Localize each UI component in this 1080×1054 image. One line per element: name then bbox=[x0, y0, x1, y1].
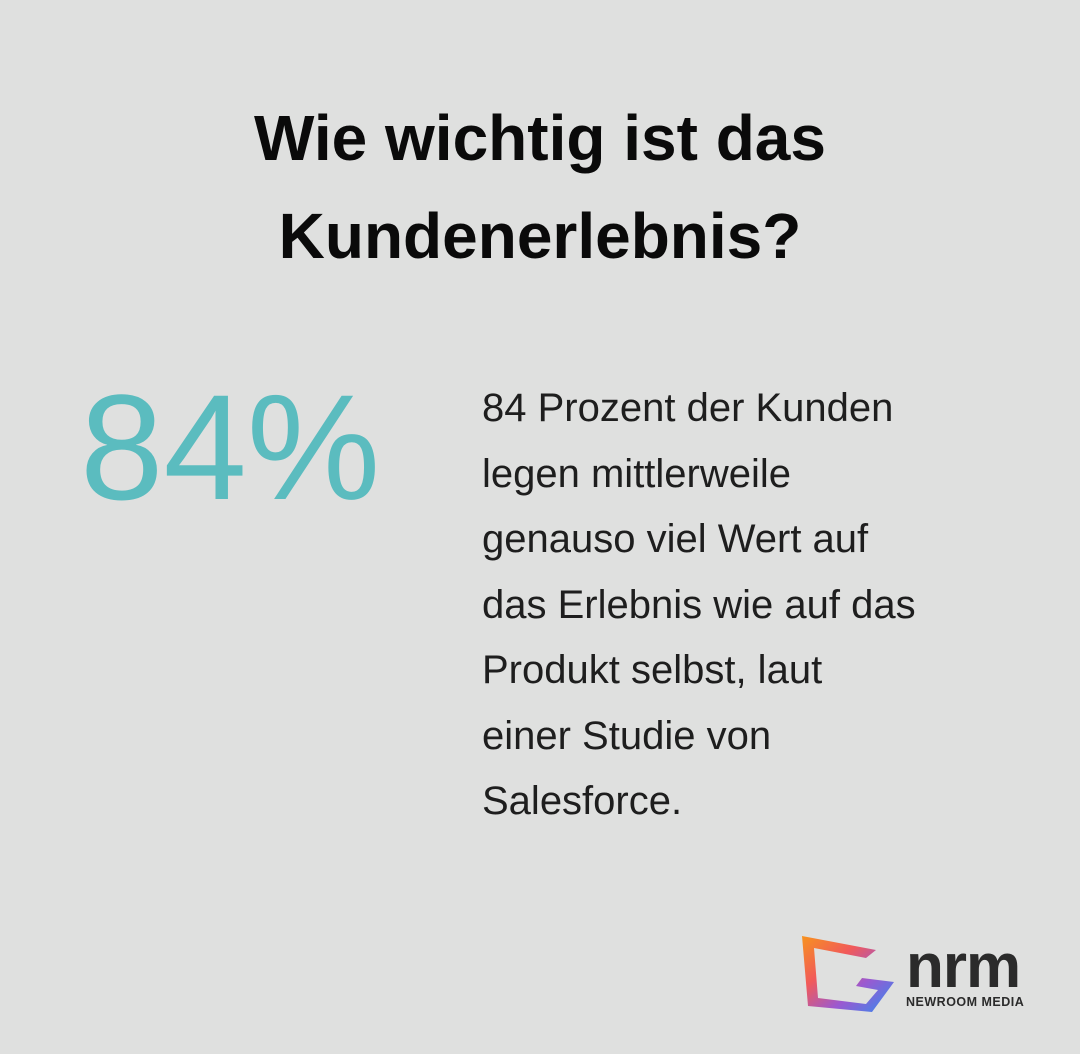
description-line: 84 Prozent der Kunden bbox=[482, 386, 894, 430]
logo-shape bbox=[802, 936, 894, 1012]
logo-name: nrm bbox=[906, 932, 1021, 1001]
logo-icon bbox=[802, 936, 894, 1012]
description-line: Salesforce. bbox=[482, 779, 683, 823]
description-line: Produkt selbst, laut bbox=[482, 648, 823, 692]
description-line: das Erlebnis wie auf das bbox=[482, 582, 916, 627]
description-line: legen mittlerweile bbox=[482, 451, 792, 496]
logo-tagline: NEWROOM MEDIA bbox=[906, 995, 1025, 1009]
description-line: einer Studie von bbox=[482, 713, 772, 758]
title-line: Wie wichtig ist das bbox=[254, 102, 826, 174]
description-line: genauso viel Wert auf bbox=[482, 517, 869, 561]
title-line: Kundenerlebnis? bbox=[278, 200, 802, 272]
stat: 84% bbox=[80, 363, 381, 531]
